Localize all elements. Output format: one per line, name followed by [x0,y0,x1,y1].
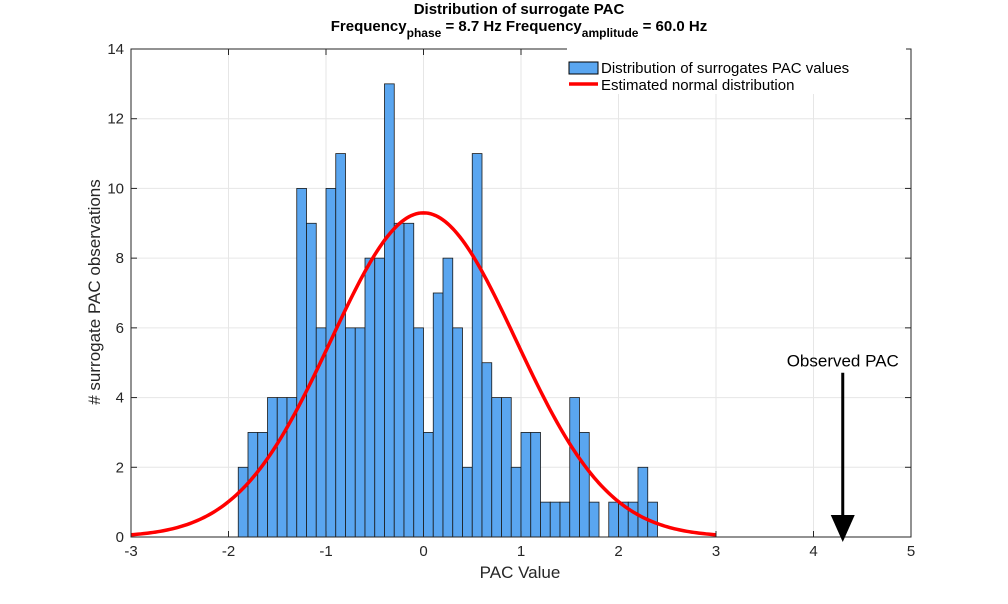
observed-pac-annotation: Observed PAC [787,352,899,542]
histogram-bar [345,327,356,538]
histogram-bar [403,222,415,538]
y-tick-label: 10 [107,180,124,197]
histogram-bar [520,432,532,538]
histogram-bar [354,327,366,538]
histogram-bar [335,153,346,538]
y-tick-label: 14 [107,41,124,58]
y-tick-label: 2 [116,459,124,476]
legend: Distribution of surrogates PAC values Es… [567,48,906,94]
histogram-bar [276,397,288,538]
legend-box [567,48,906,94]
x-tick-label: 1 [517,543,525,560]
histogram-bar [364,257,376,538]
x-tick-label: 4 [809,543,817,560]
histogram-bar [540,501,551,538]
subtitle-part-2: = 8.7 Hz Frequency [441,18,582,35]
histogram-bar [432,292,444,538]
observed-pac-label: Observed PAC [787,352,899,371]
histogram-bar [491,397,502,538]
y-axis-label: # surrogate PAC observations [85,179,104,405]
x-tick-label: -2 [222,543,235,560]
x-tick-label: 0 [419,543,427,560]
histogram-bar [471,153,483,538]
histogram-bar [481,362,493,538]
subtitle-sub-2: amplitude [582,26,639,40]
legend-swatch-bars [568,61,599,75]
x-tick-label: 2 [614,543,622,560]
legend-label-curve: Estimated normal distribution [601,77,794,94]
histogram-bar [627,501,639,538]
observed-pac-arrow-head [830,515,855,542]
legend-label-bars: Distribution of surrogates PAC values [601,60,849,77]
histogram-bar [296,188,307,538]
histogram-bars [237,83,658,538]
histogram-bar [393,222,405,538]
histogram-bar [608,501,619,538]
x-tick-label: -1 [319,543,332,560]
y-tick-label: 6 [116,320,124,337]
y-tick-label: 4 [116,390,124,407]
histogram-bar [267,397,278,538]
subtitle-part-1: Frequency [331,18,408,35]
subtitle-sub-1: phase [407,26,442,40]
y-ticks: 0 2 4 6 8 10 12 14 [107,41,911,546]
histogram-bar [530,432,541,538]
histogram-bar [257,432,268,538]
histogram-bar [462,466,473,538]
histogram-bar [549,501,561,538]
histogram-bar [413,327,424,538]
histogram-bar [637,466,649,538]
histogram-bar [237,466,249,538]
x-tick-label: -3 [124,543,137,560]
histogram-bar [452,327,463,538]
histogram-bar [247,432,259,538]
histogram-bar [559,501,571,538]
x-tick-label: 5 [907,543,915,560]
subtitle-part-3: = 60.0 Hz [638,18,707,35]
x-ticks: -3 -2 -1 0 1 2 3 4 5 [124,49,915,560]
histogram-bar [501,397,512,538]
histogram-bar [510,466,522,538]
y-tick-label: 8 [116,250,124,267]
histogram-bar [579,432,590,538]
chart-title: Distribution of surrogate PAC [414,1,625,18]
histogram-bar [423,432,434,538]
x-tick-label: 3 [712,543,720,560]
histogram-bar [588,501,600,538]
histogram-bar [325,188,337,538]
x-axis-label: PAC Value [480,563,561,582]
histogram-bar [442,257,454,538]
y-tick-label: 12 [107,111,124,128]
histogram-bar [384,83,395,538]
histogram-bar [374,257,385,538]
histogram-bar [569,397,580,538]
chart-subtitle: Frequencyphase = 8.7 Hz Frequencyamplitu… [331,18,708,40]
normal-curve [130,211,717,537]
y-tick-label: 0 [116,529,124,546]
